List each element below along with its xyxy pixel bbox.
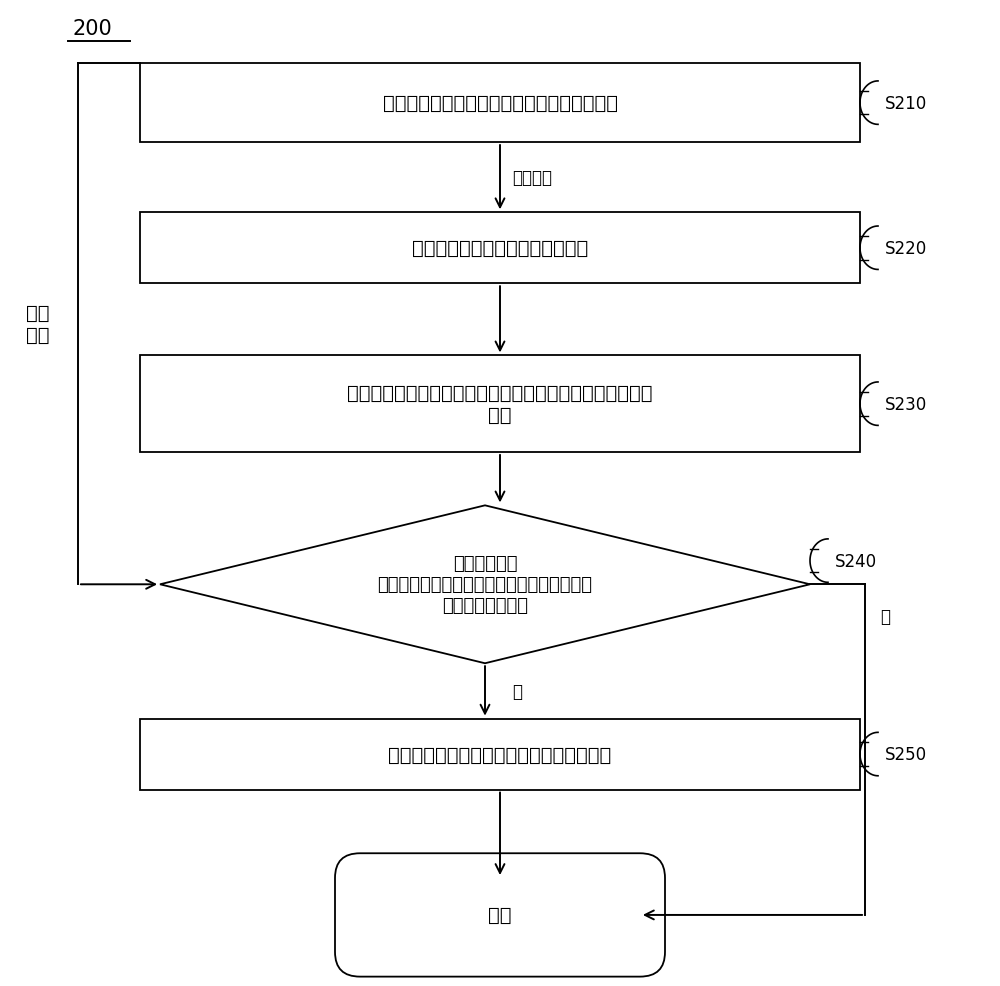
Text: 是: 是 — [512, 682, 522, 700]
FancyBboxPatch shape — [335, 853, 665, 976]
Text: 基于第二刷新任务对第二缓存数据进行刷新: 基于第二刷新任务对第二缓存数据进行刷新 — [388, 744, 612, 764]
Text: 数据
请求: 数据 请求 — [26, 304, 50, 345]
Text: S240: S240 — [835, 552, 877, 570]
Text: 生成针对刷新请求的第一刷新任务: 生成针对刷新请求的第一刷新任务 — [412, 239, 588, 258]
Text: 刷新请求: 刷新请求 — [512, 169, 552, 187]
FancyBboxPatch shape — [140, 64, 860, 143]
Polygon shape — [160, 506, 810, 664]
Text: 结束: 结束 — [488, 905, 512, 925]
Text: S210: S210 — [885, 95, 927, 112]
Text: 否: 否 — [880, 607, 890, 625]
FancyBboxPatch shape — [140, 719, 860, 790]
Text: S220: S220 — [885, 240, 927, 257]
FancyBboxPatch shape — [140, 356, 860, 453]
Text: S230: S230 — [885, 395, 927, 413]
Text: 存在针对数据
请求的第二缓存数据且存在与数据请求相关联
的第二刷新任务？: 存在针对数据 请求的第二缓存数据且存在与数据请求相关联 的第二刷新任务？ — [378, 555, 592, 614]
FancyBboxPatch shape — [140, 213, 860, 284]
Text: 基于第一刷新任务对与刷新请求相关联的第一缓存数据进行
刷新: 基于第一刷新任务对与刷新请求相关联的第一缓存数据进行 刷新 — [347, 384, 653, 425]
Text: 响应于接收到请求信息，确定请求信息的类型: 响应于接收到请求信息，确定请求信息的类型 — [382, 94, 618, 113]
Text: S250: S250 — [885, 745, 927, 763]
Text: 200: 200 — [72, 20, 112, 39]
